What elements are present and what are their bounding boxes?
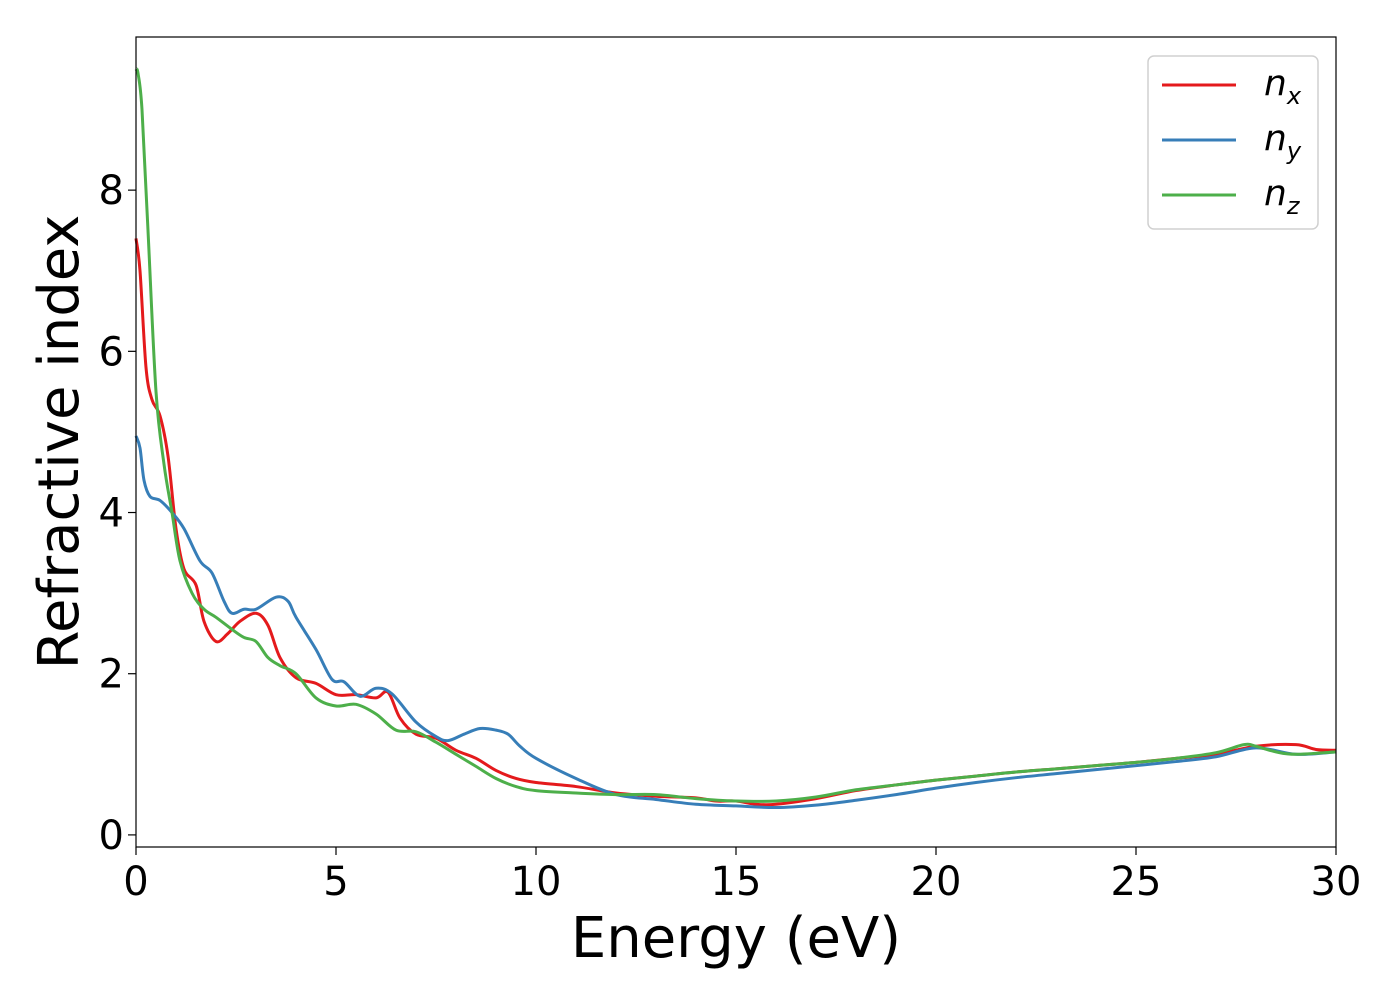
y-tick-label: 6 <box>99 329 124 375</box>
series-line-n-z <box>134 67 1337 803</box>
y-tick-label: 8 <box>99 168 124 214</box>
legend: nx ny nz <box>1147 55 1319 230</box>
x-tick-label: 5 <box>323 859 348 905</box>
y-axis-label: Refractive index <box>27 215 92 670</box>
series-line-n-x <box>134 238 1337 807</box>
series-layer <box>134 67 1337 810</box>
y-tick-label: 0 <box>99 813 124 859</box>
x-tick-label: 20 <box>911 859 962 905</box>
legend-label-n-z: nz <box>1264 173 1301 220</box>
x-tick-label: 0 <box>123 859 148 905</box>
y-tick-label: 4 <box>99 491 124 537</box>
x-tick-label: 25 <box>1111 859 1162 905</box>
x-tick-label: 10 <box>511 859 562 905</box>
legend-box <box>1147 55 1319 230</box>
x-tick-label: 15 <box>711 859 762 905</box>
x-tick-label: 30 <box>1311 859 1362 905</box>
x-axis-label: Energy (eV) <box>571 906 901 971</box>
series-line-n-y <box>134 435 1337 810</box>
legend-label-n-x: nx <box>1264 63 1302 110</box>
legend-label-n-y: ny <box>1264 118 1302 165</box>
ticks-layer: 0 5 10 15 20 25 30 0 2 4 6 8 <box>99 168 1362 905</box>
y-tick-label: 2 <box>99 652 124 698</box>
